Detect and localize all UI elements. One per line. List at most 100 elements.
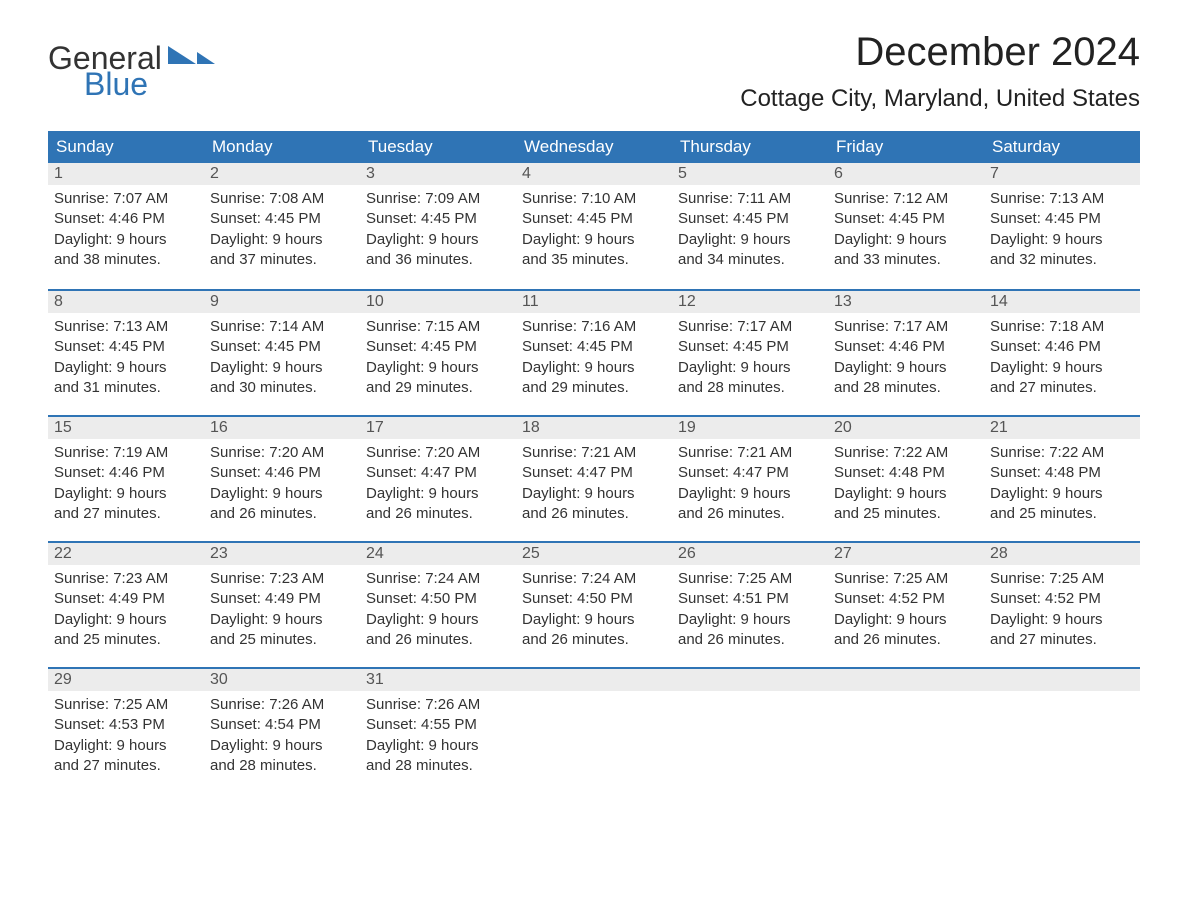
sunrise-text: Sunrise: 7:19 AM (54, 443, 198, 463)
day-body: Sunrise: 7:10 AMSunset: 4:45 PMDaylight:… (516, 185, 672, 278)
sunrise-text: Sunrise: 7:23 AM (210, 569, 354, 589)
day-number: 8 (48, 291, 204, 313)
daylight-line1: Daylight: 9 hours (210, 484, 354, 504)
day-body: Sunrise: 7:11 AMSunset: 4:45 PMDaylight:… (672, 185, 828, 278)
daylight-line2: and 31 minutes. (54, 378, 198, 398)
day-body: Sunrise: 7:21 AMSunset: 4:47 PMDaylight:… (672, 439, 828, 532)
daylight-line2: and 27 minutes. (990, 630, 1134, 650)
daylight-line1: Daylight: 9 hours (366, 484, 510, 504)
daylight-line2: and 25 minutes. (210, 630, 354, 650)
daylight-line1: Daylight: 9 hours (210, 610, 354, 630)
calendar-day-cell: 9Sunrise: 7:14 AMSunset: 4:45 PMDaylight… (204, 291, 360, 415)
day-body: Sunrise: 7:16 AMSunset: 4:45 PMDaylight:… (516, 313, 672, 406)
day-number (828, 669, 984, 691)
calendar-day-cell: 13Sunrise: 7:17 AMSunset: 4:46 PMDayligh… (828, 291, 984, 415)
day-body: Sunrise: 7:23 AMSunset: 4:49 PMDaylight:… (204, 565, 360, 658)
calendar-day-cell: 12Sunrise: 7:17 AMSunset: 4:45 PMDayligh… (672, 291, 828, 415)
sunrise-text: Sunrise: 7:23 AM (54, 569, 198, 589)
calendar-week: 1Sunrise: 7:07 AMSunset: 4:46 PMDaylight… (48, 163, 1140, 289)
calendar-day-cell: 7Sunrise: 7:13 AMSunset: 4:45 PMDaylight… (984, 163, 1140, 289)
sunset-text: Sunset: 4:53 PM (54, 715, 198, 735)
daylight-line1: Daylight: 9 hours (522, 358, 666, 378)
calendar-day-cell (828, 669, 984, 793)
day-body: Sunrise: 7:17 AMSunset: 4:45 PMDaylight:… (672, 313, 828, 406)
daylight-line2: and 28 minutes. (210, 756, 354, 776)
daylight-line1: Daylight: 9 hours (678, 484, 822, 504)
daylight-line1: Daylight: 9 hours (522, 610, 666, 630)
daylight-line1: Daylight: 9 hours (54, 230, 198, 250)
day-header-cell: Sunday (48, 131, 204, 163)
sunrise-text: Sunrise: 7:21 AM (678, 443, 822, 463)
daylight-line2: and 32 minutes. (990, 250, 1134, 270)
daylight-line2: and 26 minutes. (522, 504, 666, 524)
logo-flag-icon-2 (197, 52, 215, 64)
daylight-line2: and 29 minutes. (522, 378, 666, 398)
daylight-line2: and 26 minutes. (678, 504, 822, 524)
day-body: Sunrise: 7:13 AMSunset: 4:45 PMDaylight:… (48, 313, 204, 406)
day-header-cell: Wednesday (516, 131, 672, 163)
sunrise-text: Sunrise: 7:12 AM (834, 189, 978, 209)
day-number (984, 669, 1140, 691)
day-body: Sunrise: 7:22 AMSunset: 4:48 PMDaylight:… (828, 439, 984, 532)
calendar-week: 8Sunrise: 7:13 AMSunset: 4:45 PMDaylight… (48, 289, 1140, 415)
day-number: 18 (516, 417, 672, 439)
daylight-line2: and 26 minutes. (678, 630, 822, 650)
day-body: Sunrise: 7:13 AMSunset: 4:45 PMDaylight:… (984, 185, 1140, 278)
calendar-day-cell: 20Sunrise: 7:22 AMSunset: 4:48 PMDayligh… (828, 417, 984, 541)
daylight-line2: and 26 minutes. (366, 504, 510, 524)
sunset-text: Sunset: 4:46 PM (54, 209, 198, 229)
sunset-text: Sunset: 4:49 PM (54, 589, 198, 609)
calendar-day-cell: 19Sunrise: 7:21 AMSunset: 4:47 PMDayligh… (672, 417, 828, 541)
sunrise-text: Sunrise: 7:14 AM (210, 317, 354, 337)
daylight-line2: and 25 minutes. (834, 504, 978, 524)
day-number: 27 (828, 543, 984, 565)
day-number: 12 (672, 291, 828, 313)
sunset-text: Sunset: 4:48 PM (834, 463, 978, 483)
sunrise-text: Sunrise: 7:15 AM (366, 317, 510, 337)
sunset-text: Sunset: 4:50 PM (522, 589, 666, 609)
daylight-line1: Daylight: 9 hours (366, 358, 510, 378)
calendar-day-cell: 2Sunrise: 7:08 AMSunset: 4:45 PMDaylight… (204, 163, 360, 289)
day-body (672, 691, 828, 771)
day-body: Sunrise: 7:07 AMSunset: 4:46 PMDaylight:… (48, 185, 204, 278)
title-block: December 2024 Cottage City, Maryland, Un… (740, 30, 1140, 113)
day-body: Sunrise: 7:19 AMSunset: 4:46 PMDaylight:… (48, 439, 204, 532)
daylight-line2: and 25 minutes. (990, 504, 1134, 524)
calendar-day-cell: 6Sunrise: 7:12 AMSunset: 4:45 PMDaylight… (828, 163, 984, 289)
day-body: Sunrise: 7:12 AMSunset: 4:45 PMDaylight:… (828, 185, 984, 278)
calendar-day-cell: 10Sunrise: 7:15 AMSunset: 4:45 PMDayligh… (360, 291, 516, 415)
sunrise-text: Sunrise: 7:18 AM (990, 317, 1134, 337)
day-number: 9 (204, 291, 360, 313)
day-number: 16 (204, 417, 360, 439)
calendar-week: 29Sunrise: 7:25 AMSunset: 4:53 PMDayligh… (48, 667, 1140, 793)
daylight-line2: and 37 minutes. (210, 250, 354, 270)
calendar-day-cell: 11Sunrise: 7:16 AMSunset: 4:45 PMDayligh… (516, 291, 672, 415)
daylight-line2: and 35 minutes. (522, 250, 666, 270)
sunrise-text: Sunrise: 7:16 AM (522, 317, 666, 337)
day-number: 20 (828, 417, 984, 439)
day-body: Sunrise: 7:25 AMSunset: 4:52 PMDaylight:… (828, 565, 984, 658)
day-body: Sunrise: 7:21 AMSunset: 4:47 PMDaylight:… (516, 439, 672, 532)
day-header-cell: Monday (204, 131, 360, 163)
calendar-day-cell (672, 669, 828, 793)
sunset-text: Sunset: 4:45 PM (990, 209, 1134, 229)
daylight-line2: and 27 minutes. (54, 756, 198, 776)
month-title: December 2024 (740, 30, 1140, 75)
location: Cottage City, Maryland, United States (740, 85, 1140, 113)
day-number: 10 (360, 291, 516, 313)
sunrise-text: Sunrise: 7:11 AM (678, 189, 822, 209)
day-number: 15 (48, 417, 204, 439)
daylight-line1: Daylight: 9 hours (210, 230, 354, 250)
daylight-line1: Daylight: 9 hours (522, 230, 666, 250)
calendar-day-cell: 28Sunrise: 7:25 AMSunset: 4:52 PMDayligh… (984, 543, 1140, 667)
sunset-text: Sunset: 4:46 PM (54, 463, 198, 483)
day-body: Sunrise: 7:20 AMSunset: 4:46 PMDaylight:… (204, 439, 360, 532)
day-body: Sunrise: 7:20 AMSunset: 4:47 PMDaylight:… (360, 439, 516, 532)
day-number: 11 (516, 291, 672, 313)
daylight-line2: and 28 minutes. (366, 756, 510, 776)
calendar-day-cell: 8Sunrise: 7:13 AMSunset: 4:45 PMDaylight… (48, 291, 204, 415)
day-body: Sunrise: 7:22 AMSunset: 4:48 PMDaylight:… (984, 439, 1140, 532)
daylight-line1: Daylight: 9 hours (990, 358, 1134, 378)
day-body: Sunrise: 7:15 AMSunset: 4:45 PMDaylight:… (360, 313, 516, 406)
sunrise-text: Sunrise: 7:17 AM (834, 317, 978, 337)
